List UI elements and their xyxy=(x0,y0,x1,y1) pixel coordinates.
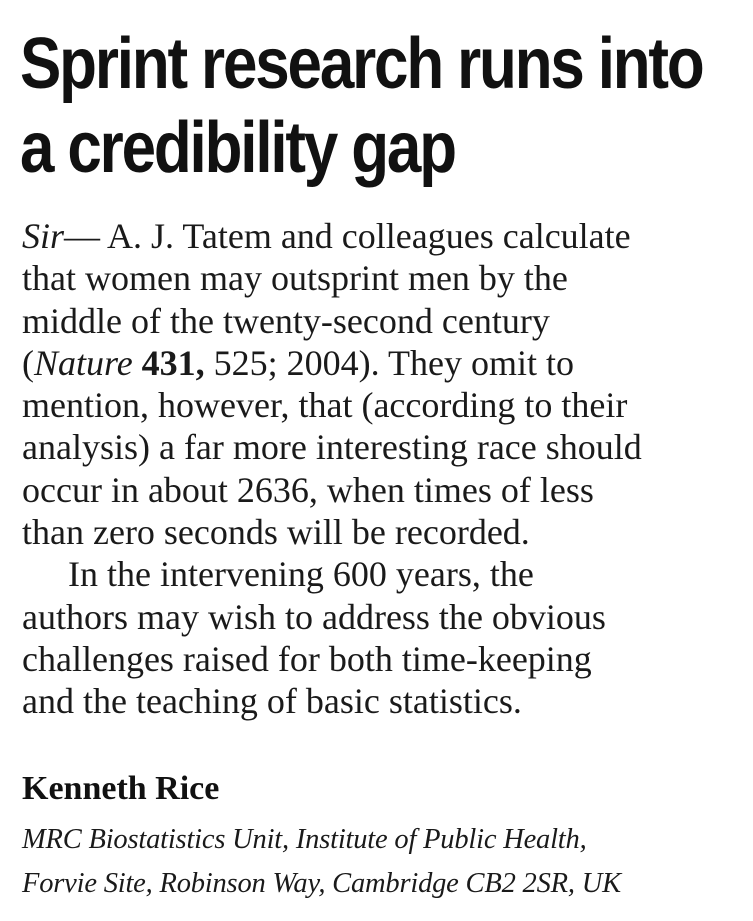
body-line-9: In the intervening 600 years, the xyxy=(68,554,534,595)
headline: Sprint research runs into a credibility … xyxy=(20,22,705,190)
body-line-2: that women may outsprint men by the xyxy=(22,258,568,299)
open-paren: ( xyxy=(22,342,34,383)
body-line-8: than zero seconds will be recorded. xyxy=(22,512,530,553)
headline-line-1: Sprint research runs into xyxy=(20,24,705,104)
body-line-1: Sir— A. J. Tatem and colleagues calculat… xyxy=(22,215,737,257)
body-line-1-text: A. J. Tatem and colleagues calculate xyxy=(100,216,631,256)
affiliation-line-2: Forvie Site, Robinson Way, Cambridge CB2… xyxy=(22,868,621,899)
em-dash: — xyxy=(64,216,101,256)
body-line-11: challenges raised for both time-keeping xyxy=(22,638,592,679)
citation-rest: 525; 2004). They omit to xyxy=(204,342,574,383)
body-line-6: analysis) a far more interesting race sh… xyxy=(22,427,642,468)
body-line-5: mention, however, that (according to the… xyxy=(22,385,628,426)
affiliation-line-1: MRC Biostatistics Unit, Institute of Pub… xyxy=(22,824,587,855)
author-name: Kenneth Rice xyxy=(22,770,220,807)
journal-volume: 431, xyxy=(141,342,205,383)
author-affiliation: MRC Biostatistics Unit, Institute of Pub… xyxy=(22,818,621,906)
journal-name: Nature xyxy=(34,342,133,383)
body-line-10: authors may wish to address the obvious xyxy=(22,596,606,637)
body-line-4: (Nature 431, 525; 2004). They omit to xyxy=(22,342,737,384)
journal-space xyxy=(133,343,142,383)
body-line-3: middle of the twenty-second century xyxy=(22,300,550,341)
salutation: Sir xyxy=(22,216,65,256)
body-line-12: and the teaching of basic statistics. xyxy=(22,681,522,722)
letter-body: Sir— A. J. Tatem and colleagues calculat… xyxy=(22,215,737,723)
headline-line-2: a credibility gap xyxy=(20,108,457,188)
body-line-7: occur in about 2636, when times of less xyxy=(22,469,594,510)
